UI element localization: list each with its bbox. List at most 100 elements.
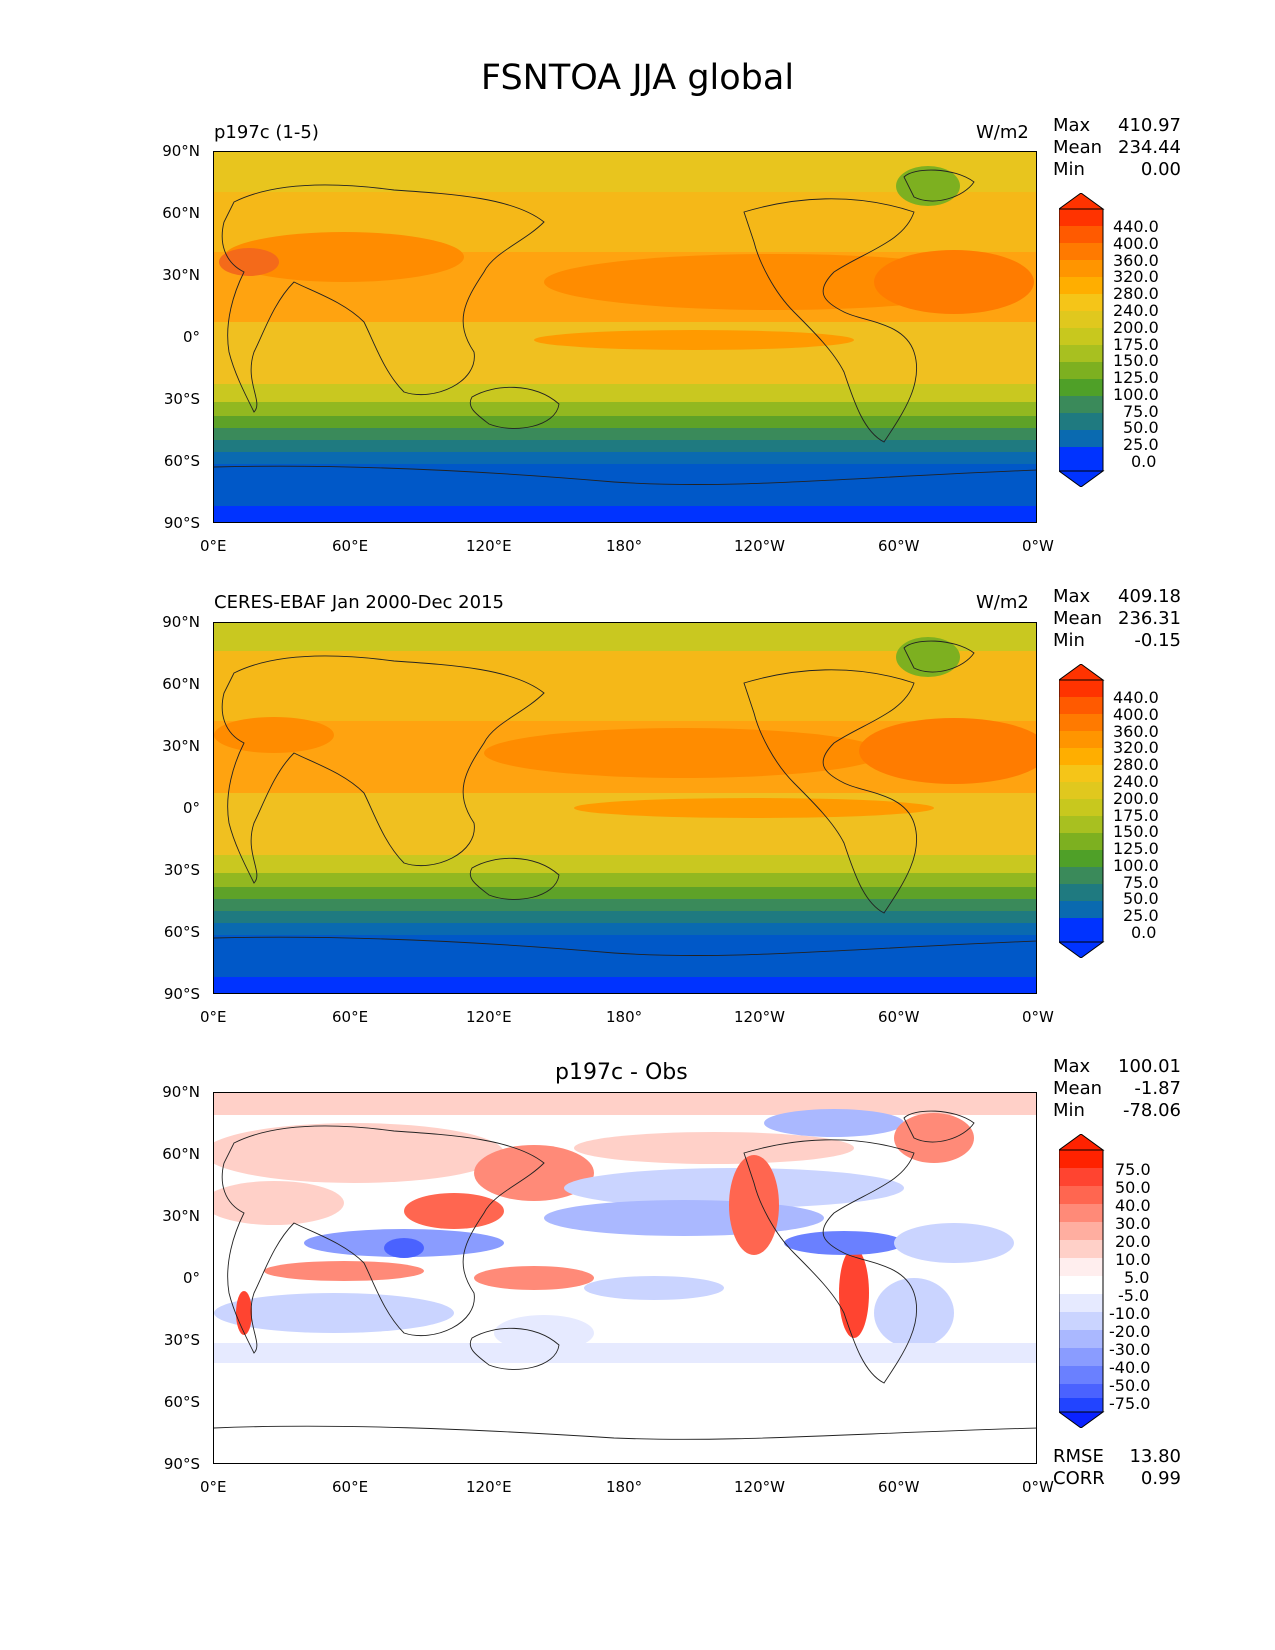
y-tick-label: 30°N	[162, 1207, 200, 1225]
colorbar-label: 440.0	[1113, 217, 1159, 236]
colorbar	[1057, 192, 1105, 491]
x-tick-label: 120°W	[734, 1008, 785, 1026]
x-tick-label: 180°	[606, 1478, 643, 1496]
stat-max-label: Max	[1053, 586, 1091, 607]
x-tick-label: 60°W	[878, 537, 920, 555]
stat-max: 409.18	[1118, 586, 1181, 607]
stat-max-label: Max	[1053, 1056, 1091, 1077]
colorbar-label: 400.0	[1113, 705, 1159, 724]
colorbar-label: 50.0	[1115, 1178, 1151, 1197]
x-tick-label: 60°E	[332, 537, 369, 555]
model-panel: p197c (1-5) W/m2 Max 410.97 Mean 234.44 Mi…	[0, 115, 1275, 555]
y-tick-label: 90°S	[163, 985, 200, 1003]
colorbar-label: 360.0	[1113, 722, 1159, 741]
figure-title: FSNTOA JJA global	[480, 58, 795, 98]
x-tick-label: 0°W	[1022, 1478, 1054, 1496]
colorbar-label: 20.0	[1115, 1232, 1151, 1251]
y-tick-label: 30°N	[162, 737, 200, 755]
colorbar-label: 240.0	[1113, 772, 1159, 791]
stat-min: 0.00	[1140, 159, 1181, 180]
x-tick-label: 60°E	[332, 1008, 369, 1026]
stat-max-label: Max	[1053, 115, 1091, 136]
corr-value: 0.99	[1140, 1468, 1181, 1489]
panel-stats: Max 409.18 Mean 236.31 Min -0.15	[1053, 586, 1181, 652]
colorbar-label: -40.0	[1109, 1358, 1151, 1377]
colorbar-label: 125.0	[1113, 368, 1159, 387]
colorbar-label: 100.0	[1113, 385, 1159, 404]
colorbar-label: 50.0	[1123, 418, 1159, 437]
x-tick-label: 0°E	[200, 537, 227, 555]
colorbar-label: 200.0	[1113, 789, 1159, 808]
y-tick-label: 0°	[182, 799, 200, 817]
stat-mean: -1.87	[1134, 1078, 1181, 1099]
difference-panel: p197c - Obs Max 100.01 Mean -1.87 Min -78.0…	[0, 1056, 1275, 1496]
map-area	[213, 1092, 1037, 1464]
x-tick-label: 60°W	[878, 1008, 920, 1026]
stat-mean-label: Mean	[1053, 137, 1103, 158]
stat-min: -78.06	[1122, 1100, 1181, 1121]
colorbar	[1057, 1133, 1105, 1432]
colorbar-swatches	[1057, 1133, 1105, 1429]
y-tick-label: 30°S	[163, 390, 200, 408]
x-tick-label: 180°	[606, 537, 643, 555]
panel-stats: Max 100.01 Mean -1.87 Min -78.06	[1053, 1056, 1181, 1122]
y-tick-label: 90°N	[162, 1083, 200, 1101]
x-tick-label: 180°	[606, 1008, 643, 1026]
y-tick-label: 0°	[182, 328, 200, 346]
y-tick-label: 0°	[182, 1269, 200, 1287]
y-tick-label: 60°N	[162, 675, 200, 693]
x-tick-label: 120°E	[466, 1008, 512, 1026]
y-tick-label: 60°S	[163, 452, 200, 470]
x-tick-label: 0°W	[1022, 537, 1054, 555]
stat-min-label: Min	[1053, 1100, 1085, 1121]
y-tick-label: 90°S	[163, 514, 200, 532]
colorbar-label: 25.0	[1123, 906, 1159, 925]
stat-mean-label: Mean	[1053, 608, 1103, 629]
obs-panel: CERES-EBAF Jan 2000-Dec 2015 W/m2 Max 409…	[0, 586, 1275, 1026]
colorbar-label: 360.0	[1113, 251, 1159, 270]
colorbar-label: -30.0	[1109, 1340, 1151, 1359]
colorbar-label: 100.0	[1113, 856, 1159, 875]
stat-mean-label: Mean	[1053, 1078, 1103, 1099]
x-tick-label: 120°E	[466, 537, 512, 555]
colorbar-label: -50.0	[1109, 1376, 1151, 1395]
y-tick-label: 30°N	[162, 266, 200, 284]
colorbar-label: 400.0	[1113, 234, 1159, 253]
colorbar-label: 175.0	[1113, 335, 1159, 354]
colorbar-label: -5.0	[1118, 1286, 1150, 1305]
colorbar-label: 280.0	[1113, 284, 1159, 303]
y-tick-label: 30°S	[163, 861, 200, 879]
colorbar-label: 125.0	[1113, 839, 1159, 858]
colorbar-label: 0.0	[1131, 923, 1157, 942]
map-area	[213, 622, 1037, 994]
colorbar	[1057, 663, 1105, 962]
stat-max: 100.01	[1118, 1056, 1181, 1077]
panel-left-title: p197c (1-5)	[214, 122, 319, 143]
map-field	[214, 623, 1036, 993]
y-tick-label: 60°N	[162, 1145, 200, 1163]
x-tick-label: 0°E	[200, 1008, 227, 1026]
y-tick-label: 60°S	[163, 923, 200, 941]
x-tick-label: 0°W	[1022, 1008, 1054, 1026]
colorbar-label: -10.0	[1109, 1304, 1151, 1323]
colorbar-label: 200.0	[1113, 318, 1159, 337]
colorbar-label: 25.0	[1123, 435, 1159, 454]
panel-left-title: CERES-EBAF Jan 2000-Dec 2015	[214, 592, 504, 613]
colorbar-label: 5.0	[1124, 1268, 1150, 1287]
colorbar-label: 75.0	[1123, 402, 1159, 421]
x-tick-label: 60°W	[878, 1478, 920, 1496]
panel-center-title: p197c - Obs	[555, 1060, 688, 1085]
y-tick-label: 30°S	[163, 1331, 200, 1349]
colorbar-label: 150.0	[1113, 822, 1159, 841]
stat-mean: 236.31	[1118, 608, 1181, 629]
map-field	[214, 152, 1036, 522]
panel-units: W/m2	[976, 122, 1029, 143]
colorbar-label: -20.0	[1109, 1322, 1151, 1341]
y-tick-label: 90°N	[162, 613, 200, 631]
x-tick-label: 120°W	[734, 1478, 785, 1496]
colorbar-label: 30.0	[1115, 1214, 1151, 1233]
colorbar-label: 10.0	[1115, 1250, 1151, 1269]
panel-stats: Max 410.97 Mean 234.44 Min 0.00	[1053, 115, 1181, 181]
colorbar-label: -75.0	[1109, 1394, 1151, 1413]
stat-min-label: Min	[1053, 630, 1085, 651]
